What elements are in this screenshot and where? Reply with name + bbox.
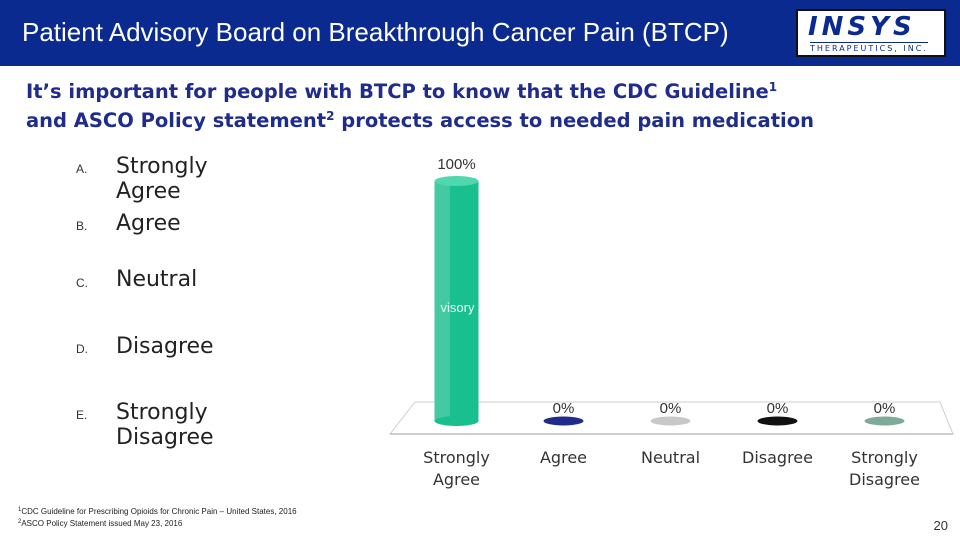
option-c-letter: C.: [76, 276, 88, 290]
headline-sup1: 1: [768, 80, 778, 94]
question-headline: It’s important for people with BTCP to k…: [26, 77, 926, 135]
footnote-1-marker: 1: [18, 507, 22, 513]
bar-0-base: [434, 416, 479, 426]
option-a-label: Strongly Agree: [116, 154, 208, 204]
footnotes: 1CDC Guideline for Prescribing Opioids f…: [18, 506, 297, 530]
bar-0-top: [434, 176, 479, 186]
value-label-4: 0%: [874, 400, 896, 417]
option-a-letter: A.: [76, 162, 88, 176]
value-label-2: 0%: [660, 400, 682, 417]
bar-0-highlight: [434, 181, 450, 421]
footnote-2-marker: 2: [18, 519, 22, 525]
footnote-2: 2ASCO Policy Statement issued May 23, 20…: [18, 518, 297, 530]
category-label-2: Neutral: [641, 448, 700, 467]
headline-sup2: 2: [326, 109, 335, 123]
option-b-label: Agree: [116, 211, 181, 236]
headline-line3: protects access to needed pain medicatio…: [334, 109, 814, 132]
footnote-1-text: CDC Guideline for Prescribing Opioids fo…: [21, 507, 297, 516]
bar-0-overlay-text: visory: [441, 300, 475, 315]
footnote-1: 1CDC Guideline for Prescribing Opioids f…: [18, 506, 297, 518]
logo-subtitle: THERAPEUTICS, INC.: [810, 42, 928, 53]
option-e-letter: E.: [76, 408, 88, 422]
category-label-3: Disagree: [742, 448, 813, 467]
value-label-0: 100%: [437, 156, 475, 173]
slide-title: Patient Advisory Board on Breakthrough C…: [22, 17, 729, 47]
category-label-1: Agree: [540, 448, 587, 467]
headline-line2: and ASCO Policy statement: [26, 109, 327, 132]
results-bar-chart: visory 100% Strongly Agree 0% Agree 0% Neutral 0…: [388, 156, 954, 489]
value-label-3: 0%: [767, 400, 789, 417]
option-b-letter: B.: [76, 219, 88, 233]
bar-2: [650, 416, 691, 426]
category-label-0: Strongly Agree: [423, 448, 490, 489]
bar-3: [757, 416, 798, 426]
logo-wordmark: INSYS: [808, 12, 916, 42]
header-bar: Patient Advisory Board on Breakthrough C…: [0, 0, 960, 66]
headline-line1: It’s important for people with BTCP to k…: [26, 80, 769, 103]
category-label-4: Strongly Disagree: [849, 448, 920, 489]
insys-logo: INSYS THERAPEUTICS, INC.: [796, 9, 946, 57]
page-number: 20: [933, 518, 948, 533]
option-d-letter: D.: [76, 342, 88, 356]
option-e-label: Strongly Disagree: [116, 400, 214, 450]
bar-1: [543, 416, 584, 426]
value-label-1: 0%: [553, 400, 575, 417]
option-d-label: Disagree: [116, 334, 214, 359]
footnote-2-text: ASCO Policy Statement issued May 23, 201…: [21, 519, 183, 528]
bar-4: [864, 416, 905, 426]
option-c-label: Neutral: [116, 267, 198, 292]
bar-0: [434, 181, 479, 421]
